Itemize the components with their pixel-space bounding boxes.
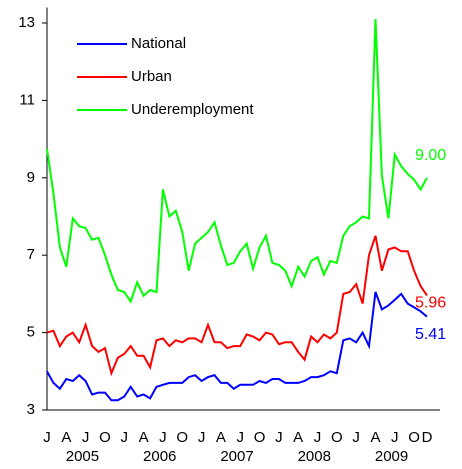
y-tick-label: 5	[27, 324, 35, 341]
x-tick-label: A	[293, 429, 303, 446]
x-tick-label: J	[314, 429, 322, 446]
x-tick-label: J	[391, 429, 399, 446]
y-tick-label: 11	[19, 91, 35, 108]
x-tick-label: A	[370, 429, 380, 446]
series-line	[46, 19, 428, 304]
year-label: 2008	[298, 448, 331, 465]
data-label: 5.41	[415, 326, 446, 343]
x-tick-label: J	[121, 429, 129, 446]
legend-label: Urban	[131, 68, 172, 85]
x-tick-label: D	[422, 429, 433, 446]
x-tick-label: J	[43, 429, 51, 446]
x-tick-label: O	[99, 429, 111, 446]
series-line	[46, 291, 428, 402]
x-tick-label: A	[216, 429, 226, 446]
x-tick-label: O	[176, 429, 188, 446]
x-tick-label: J	[159, 429, 167, 446]
data-label: 9.00	[415, 147, 446, 164]
x-tick-label: J	[82, 429, 90, 446]
x-tick-label: A	[61, 429, 71, 446]
x-tick-label: O	[408, 429, 420, 446]
legend-label: National	[131, 35, 186, 52]
x-tick-label: A	[139, 429, 149, 446]
x-tick-label: J	[275, 429, 283, 446]
y-tick-label: 13	[18, 14, 35, 31]
series-line	[46, 235, 428, 377]
x-tick-label: J	[352, 429, 360, 446]
y-tick-label: 9	[27, 169, 35, 186]
x-tick-label: O	[254, 429, 266, 446]
year-label: 2007	[220, 448, 253, 465]
y-tick-label: 3	[27, 401, 35, 418]
data-label: 5.96	[415, 295, 446, 312]
year-label: 2006	[143, 448, 176, 465]
year-label: 2005	[66, 448, 99, 465]
x-tick-label: J	[236, 429, 244, 446]
year-label: 2009	[375, 448, 408, 465]
legend-label: Underemployment	[131, 101, 254, 118]
x-tick-label: J	[198, 429, 206, 446]
x-tick-label: O	[331, 429, 343, 446]
y-tick-label: 7	[27, 246, 35, 263]
